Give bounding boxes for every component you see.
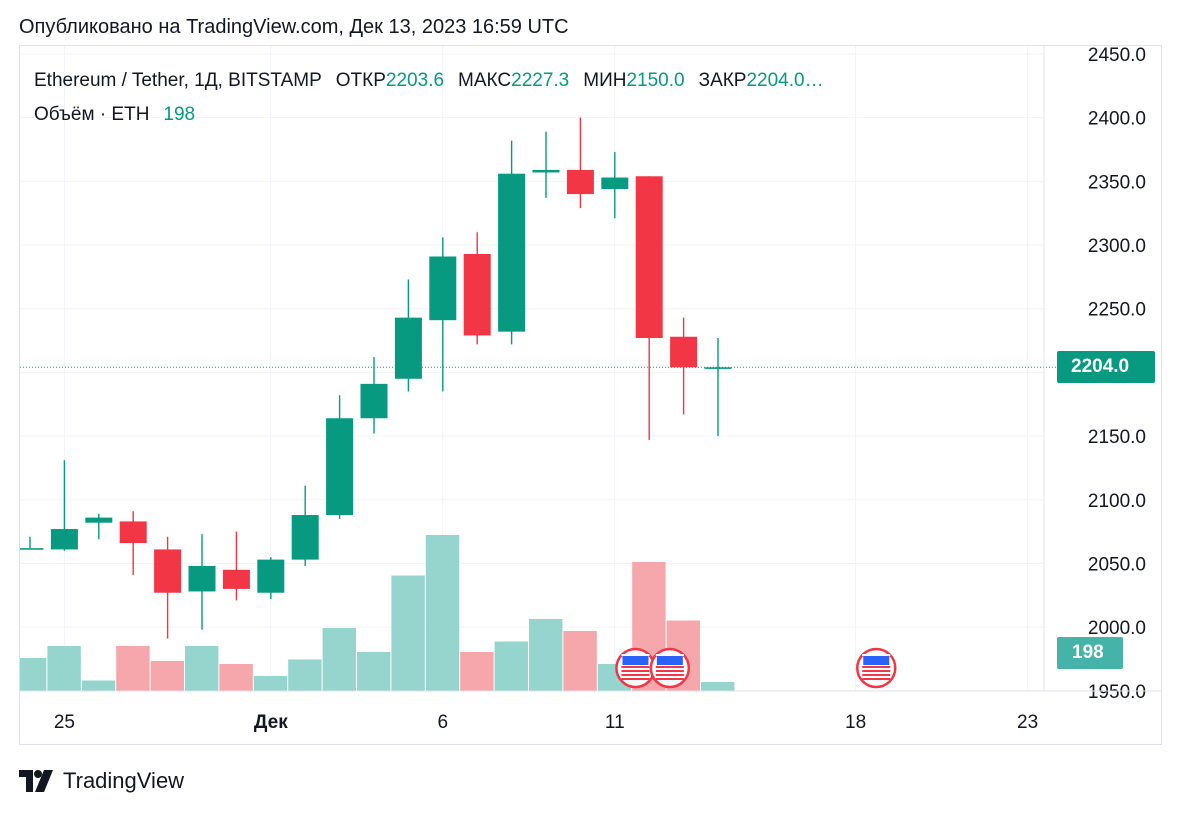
chart-frame[interactable]: 1950.02000.02050.02100.02150.02200.02250… (19, 45, 1162, 745)
y-axis-tick-label: 2400.0 (1088, 109, 1146, 130)
x-axis-tick-label: 6 (438, 712, 449, 733)
volume-bar (47, 646, 81, 691)
volume-bar (357, 652, 391, 691)
volume-bar (150, 661, 184, 691)
candle-body (704, 367, 732, 369)
volume-bar (322, 628, 356, 691)
volume-bar (391, 575, 425, 691)
tradingview-brand: TradingView (63, 768, 185, 793)
volume-bar (494, 641, 528, 691)
y-axis-tick-label: 2050.0 (1088, 554, 1146, 575)
legend-high-value: 2227.3 (511, 70, 570, 91)
volume-bar (529, 619, 563, 691)
tradingview-logo[interactable]: TradingView (19, 766, 184, 796)
candle-body (50, 529, 78, 550)
legend-open-label: ОТКР (335, 70, 386, 91)
volume-bar (701, 682, 735, 691)
us-flag-icon[interactable] (855, 647, 897, 689)
volume-bar (460, 652, 494, 691)
candle-body (498, 173, 526, 332)
volume-bar (425, 535, 460, 691)
candle-body (222, 569, 250, 589)
candle-body (635, 176, 663, 339)
legend-open-value: 2203.6 (385, 70, 445, 91)
candle-body (291, 515, 319, 560)
y-axis-tick-label: 1950.0 (1088, 682, 1146, 703)
candle-body (601, 177, 629, 190)
y-axis-tick-label: 2100.0 (1088, 491, 1146, 512)
volume-bar (185, 646, 219, 691)
us-flag-icon[interactable] (649, 647, 691, 689)
candle-body (85, 517, 113, 523)
us-flag-icon[interactable] (615, 647, 656, 689)
candle-body (566, 169, 594, 195)
volume-bar (563, 631, 597, 691)
legend-symbol: Ethereum / Tether, 1Д, BITSTAMP (34, 70, 322, 91)
legend-low-label: МИН (583, 70, 627, 91)
x-axis-tick-label: 11 (605, 712, 625, 733)
candle-body (394, 317, 422, 379)
volume-bar (253, 676, 288, 691)
candle-body (360, 383, 388, 419)
y-axis-tick-label: 2250.0 (1088, 300, 1146, 321)
published-caption: Опубликовано на TradingView.com, Дек 13,… (19, 16, 569, 38)
candlestick-chart[interactable]: 1950.02000.02050.02100.02150.02200.02250… (20, 46, 1161, 744)
candle-body (154, 549, 182, 593)
legend-close-label: ЗАКР (698, 70, 747, 91)
chart-legend-volume: Объём · ETH 198 (34, 104, 195, 126)
x-axis-tick-label: 25 (54, 712, 75, 733)
tradingview-logo-icon (19, 770, 53, 792)
chart-legend-ohlc: Ethereum / Tether, 1Д, BITSTAMP ОТКР2203.… (34, 70, 824, 92)
y-axis-tick-label: 2000.0 (1088, 618, 1146, 639)
y-axis-tick-label: 2350.0 (1088, 172, 1146, 193)
volume-bar (116, 646, 150, 691)
volume-bar (288, 659, 322, 691)
x-axis-tick-label: Дек (254, 712, 288, 733)
y-axis-tick-label: 2300.0 (1088, 236, 1146, 257)
x-axis-tick-label: 23 (1017, 712, 1038, 733)
legend-low-value: 2150.0 (626, 70, 685, 91)
x-axis-tick-label: 18 (845, 712, 866, 733)
candle-body (670, 336, 698, 368)
candle-body (257, 559, 285, 593)
legend-high-label: МАКС (458, 70, 512, 91)
volume-bar (81, 680, 116, 691)
volume-bar (219, 664, 253, 691)
candle-body (119, 521, 147, 544)
candle-body (429, 256, 457, 321)
candle-body (326, 418, 354, 516)
candle-body (463, 253, 491, 336)
volume-bar (20, 658, 47, 691)
volume-badge: 198 (1057, 637, 1123, 669)
current-price-badge: 2204.0 (1057, 351, 1155, 383)
candle-body (20, 548, 44, 550)
candle-body (188, 565, 216, 592)
y-axis-tick-label: 2450.0 (1088, 46, 1146, 66)
legend-volume-label: Объём · ETH (34, 104, 150, 125)
legend-volume-value: 198 (163, 104, 196, 125)
y-axis-tick-label: 2150.0 (1088, 427, 1146, 448)
legend-close-value: 2204.0… (746, 70, 824, 91)
candle-body (532, 169, 560, 173)
